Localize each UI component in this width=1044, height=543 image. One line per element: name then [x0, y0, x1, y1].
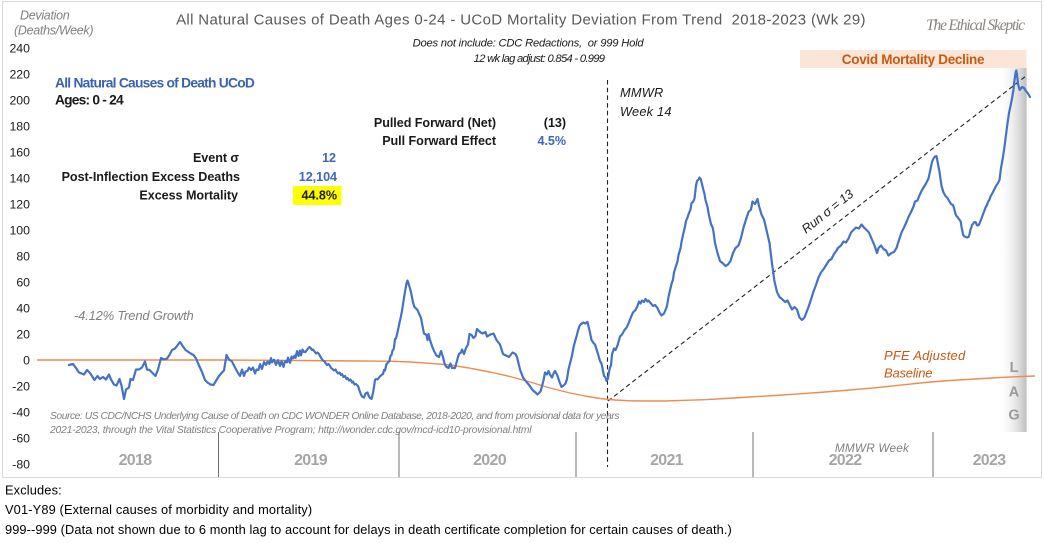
svg-text:0: 0 — [23, 353, 30, 367]
svg-text:2021: 2021 — [650, 452, 684, 469]
svg-text:-60: -60 — [12, 431, 30, 445]
svg-text:Pulled Forward (Net): Pulled Forward (Net) — [374, 116, 496, 130]
svg-text:4.5%: 4.5% — [537, 134, 566, 148]
svg-text:200: 200 — [9, 93, 30, 107]
svg-text:40: 40 — [16, 301, 30, 315]
svg-text:Baseline: Baseline — [884, 366, 932, 381]
svg-text:Excess Mortality: Excess Mortality — [139, 189, 238, 203]
svg-text:Excludes:: Excludes: — [5, 483, 62, 498]
svg-text:220: 220 — [9, 67, 30, 81]
svg-text:160: 160 — [9, 145, 30, 159]
svg-text:120: 120 — [9, 197, 30, 211]
svg-text:100: 100 — [9, 223, 30, 237]
svg-text:2023: 2023 — [973, 452, 1007, 469]
svg-text:2021-2023, through the Vital S: 2021-2023, through the Vital Statistics … — [49, 425, 532, 436]
svg-text:Event σ: Event σ — [193, 151, 239, 165]
svg-text:-80: -80 — [12, 457, 30, 471]
svg-text:MMWR Week: MMWR Week — [835, 441, 910, 455]
svg-text:44.8%: 44.8% — [302, 189, 337, 203]
svg-text:Deviation: Deviation — [20, 9, 70, 23]
svg-text:2020: 2020 — [473, 452, 507, 469]
svg-text:(Deaths/Week): (Deaths/Week) — [14, 24, 93, 38]
svg-text:60: 60 — [16, 275, 30, 289]
svg-text:All Natural Causes of Death UC: All Natural Causes of Death UCoD — [55, 76, 255, 91]
svg-text:12 wk lag adjust: 0.854 - 0.99: 12 wk lag adjust: 0.854 - 0.999 — [474, 53, 605, 65]
svg-text:140: 140 — [9, 171, 30, 185]
svg-text:The Ethical Skeptic: The Ethical Skeptic — [926, 17, 1025, 34]
svg-text:80: 80 — [16, 249, 30, 263]
svg-text:All Natural Causes of Death Ag: All Natural Causes of Death Ages 0-24 - … — [176, 12, 866, 29]
svg-text:Pull Forward Effect: Pull Forward Effect — [382, 134, 497, 148]
svg-text:Source: US CDC/NCHS Underlying: Source: US CDC/NCHS Underlying Cause of … — [50, 411, 619, 422]
svg-text:999--999 (Data not shown due t: 999--999 (Data not shown due to 6 month … — [5, 522, 732, 537]
svg-text:A: A — [1009, 385, 1020, 401]
svg-text:-4.12% Trend Growth: -4.12% Trend Growth — [74, 308, 194, 323]
svg-text:240: 240 — [9, 41, 30, 55]
svg-text:L: L — [1010, 360, 1019, 376]
svg-text:(13): (13) — [544, 116, 566, 130]
svg-text:20: 20 — [16, 327, 30, 341]
svg-text:2018: 2018 — [119, 452, 153, 469]
svg-text:Week 14: Week 14 — [620, 104, 672, 119]
svg-text:12,104: 12,104 — [299, 170, 337, 184]
svg-text:2019: 2019 — [294, 452, 328, 469]
svg-text:Ages: 0 - 24: Ages: 0 - 24 — [55, 93, 124, 108]
svg-text:-20: -20 — [12, 379, 30, 393]
svg-text:180: 180 — [9, 119, 30, 133]
svg-text:Covid Mortality Decline: Covid Mortality Decline — [842, 52, 985, 67]
svg-text:MMWR: MMWR — [620, 85, 663, 100]
svg-text:Does not include: CDC Redactio: Does not include: CDC Redactions, or 999… — [413, 38, 645, 50]
svg-text:Post-Inflection Excess Deaths: Post-Inflection Excess Deaths — [62, 170, 240, 184]
svg-text:12: 12 — [322, 151, 336, 165]
svg-text:-40: -40 — [12, 405, 30, 419]
svg-text:G: G — [1008, 408, 1019, 424]
svg-text:V01-Y89 (External causes of mo: V01-Y89 (External causes of morbidity an… — [5, 502, 312, 517]
svg-text:PFE Adjusted: PFE Adjusted — [884, 348, 966, 363]
svg-text:2022: 2022 — [829, 452, 863, 469]
